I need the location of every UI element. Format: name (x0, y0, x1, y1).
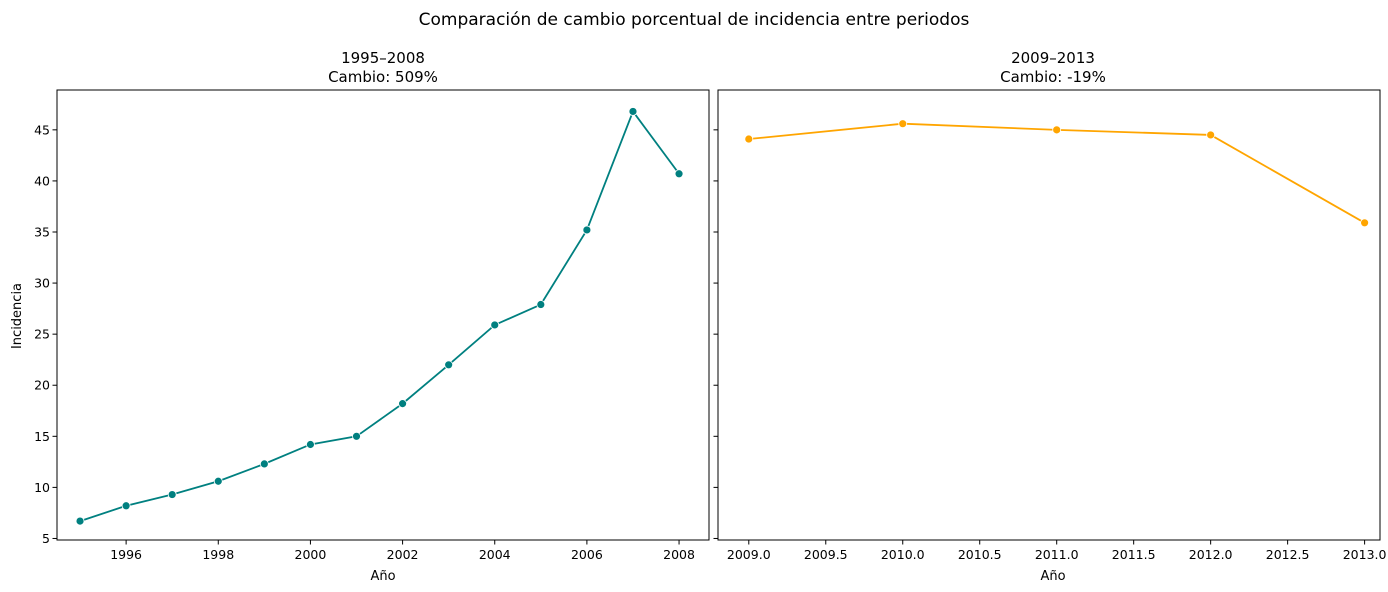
left-x-tick-label: 1996 (110, 547, 142, 562)
right-x-tick-label: 2009.0 (727, 547, 771, 562)
left-series-line (79, 109, 680, 522)
left-x-tick-label: 2004 (479, 547, 511, 562)
right-chart-title-period: 2009–2013 (1011, 49, 1095, 67)
left-x-tick-label: 1998 (202, 547, 234, 562)
left-y-tick-label: 10 (34, 480, 50, 495)
left-y-tick-label: 30 (34, 276, 50, 291)
left-data-point (536, 300, 546, 309)
left-axes-frame (56, 89, 710, 541)
right-x-axis-label: Año (1040, 569, 1065, 584)
right-chart-title-change: Cambio: -19% (1000, 68, 1106, 86)
left-chart-title-change: Cambio: 509% (328, 68, 438, 86)
right-data-point (898, 119, 908, 129)
left-x-tick-label: 2000 (295, 547, 327, 562)
left-data-point (582, 225, 592, 235)
left-data-point (398, 399, 407, 409)
left-data-point (490, 320, 500, 330)
left-data-point (628, 107, 638, 116)
left-x-axis-label: Año (370, 569, 395, 584)
right-x-tick-label: 2012.5 (1266, 547, 1310, 562)
left-y-tick-label: 5 (42, 531, 50, 546)
left-y-tick-label: 45 (34, 122, 50, 137)
left-chart-title-period: 1995–2008 (341, 49, 425, 67)
right-data-point (1206, 130, 1216, 140)
right-x-tick-label: 2010.5 (958, 547, 1002, 562)
left-data-point (167, 490, 177, 499)
left-x-tick-label: 2006 (571, 547, 603, 562)
left-y-tick-label: 35 (34, 224, 50, 239)
left-x-tick-label: 2002 (387, 547, 419, 562)
left-y-tick-label: 25 (34, 327, 50, 342)
left-plot-area: 1996 1998 2000 2002 2004 2006 2008 5 10 15 20 25 30 3… (34, 89, 710, 562)
left-data-point (306, 440, 315, 449)
left-y-tick-label: 15 (34, 429, 50, 444)
left-data-point (352, 431, 361, 441)
right-x-tick-label: 2009.5 (804, 547, 848, 562)
left-x-tick-label: 2008 (663, 547, 695, 562)
right-x-tick-label: 2013.0 (1343, 547, 1387, 562)
right-x-tick-label: 2011.0 (1035, 547, 1079, 562)
right-series-line (748, 122, 1366, 224)
right-data-point (1052, 125, 1062, 135)
right-data-point (1360, 218, 1370, 228)
right-axes-frame (717, 89, 1381, 541)
left-data-point (674, 169, 684, 179)
right-x-tick-label: 2010.0 (881, 547, 925, 562)
right-x-tick-label: 2011.5 (1112, 547, 1156, 562)
left-y-tick-label: 20 (34, 378, 50, 393)
left-data-point (75, 516, 85, 526)
right-x-tick-label: 2012.0 (1189, 547, 1233, 562)
figure-title: Comparación de cambio porcentual de inci… (419, 10, 970, 30)
left-y-tick-label: 40 (34, 173, 50, 188)
left-y-axis-label: Incidencia (10, 283, 25, 349)
left-data-point (444, 360, 454, 370)
left-data-point (213, 476, 223, 486)
left-data-point (121, 501, 131, 511)
right-data-point (744, 134, 754, 144)
left-data-point (259, 459, 269, 469)
right-plot-area: 2009.0 2009.5 2010.0 2010.5 2011.0 2011.5 2012… (713, 89, 1387, 562)
